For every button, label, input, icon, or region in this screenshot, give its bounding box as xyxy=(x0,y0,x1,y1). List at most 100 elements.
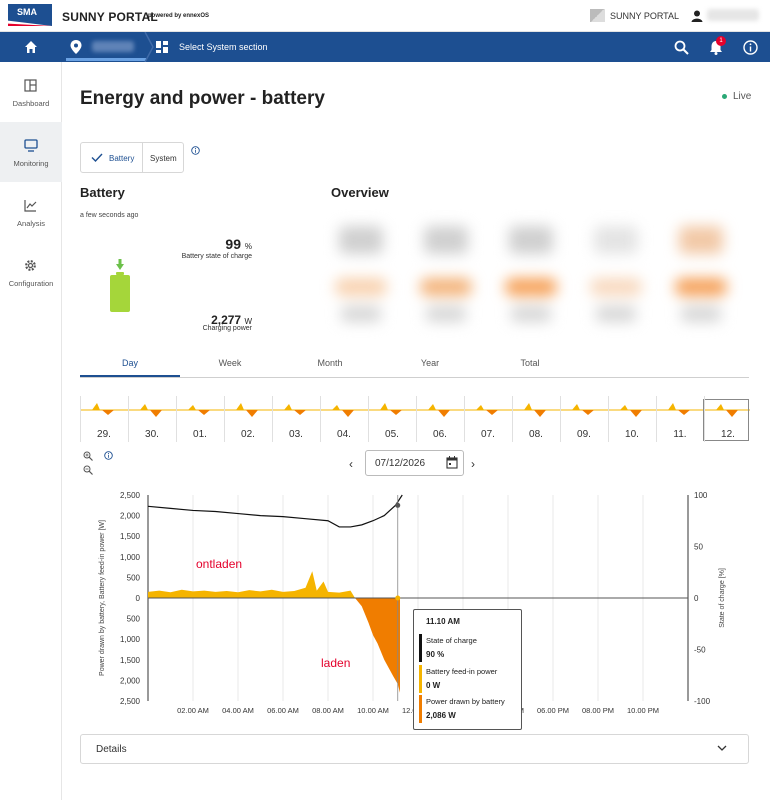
battery-updated-time: a few seconds ago xyxy=(80,212,139,219)
sparkline-feed-mark xyxy=(188,405,196,410)
day-strip-label[interactable]: 07. xyxy=(481,429,495,440)
user-icon[interactable] xyxy=(691,10,703,22)
live-label[interactable]: Live xyxy=(733,91,752,102)
sparkline-drawn-mark xyxy=(342,410,354,417)
sparkline-feed-mark xyxy=(620,405,628,410)
toggle-system-option[interactable]: System xyxy=(150,154,177,163)
day-strip-label[interactable]: 01. xyxy=(193,429,207,440)
y-tick-label: 2,000 xyxy=(120,512,141,521)
tab-day[interactable]: Day xyxy=(121,358,138,368)
sidebar-item-monitoring[interactable]: Monitoring xyxy=(0,122,62,182)
y-tick-label: 1,000 xyxy=(120,635,141,644)
sparkline-feed-mark xyxy=(140,404,148,410)
sidebar-item-dashboard[interactable]: Dashboard xyxy=(0,62,62,122)
day-strip-label[interactable]: 10. xyxy=(625,429,639,440)
day-strip: 29. 30. 01. 02. 03. 04. 05. 06. 07. 08. 09. 10. 11. 1… xyxy=(80,396,750,442)
info-icon[interactable] xyxy=(191,146,200,155)
live-indicator-dot xyxy=(722,94,727,99)
system-name-blurred[interactable] xyxy=(92,41,134,52)
chevron-down-icon[interactable] xyxy=(717,745,727,752)
day-strip-label[interactable]: 06. xyxy=(433,429,447,440)
tooltip-value: 90 % xyxy=(426,650,445,659)
sidebar-item-label: Configuration xyxy=(8,279,54,288)
date-picker-field[interactable]: 07/12/2026 xyxy=(365,450,464,476)
tab-active-underline xyxy=(80,375,180,377)
y-tick-label: 500 xyxy=(127,615,141,624)
toggle-battery-option[interactable]: Battery xyxy=(81,143,143,172)
select-section-link[interactable]: Select System section xyxy=(179,42,268,52)
info-icon[interactable] xyxy=(743,40,758,55)
zoom-in-icon[interactable] xyxy=(83,451,93,461)
sunny-portal-icon[interactable] xyxy=(590,9,605,22)
day-strip-separator xyxy=(128,396,129,442)
details-label: Details xyxy=(96,744,127,755)
day-strip-label[interactable]: 09. xyxy=(577,429,591,440)
sidebar-item-analysis[interactable]: Analysis xyxy=(0,182,62,242)
x-tick-label: 04.00 AM xyxy=(222,706,254,715)
y-tick-label: 2,500 xyxy=(120,697,141,706)
overview-column xyxy=(586,218,646,328)
dashboard-icon xyxy=(24,79,37,92)
home-icon[interactable] xyxy=(24,40,38,54)
day-strip-label[interactable]: 29. xyxy=(97,429,111,440)
day-strip-label[interactable]: 02. xyxy=(241,429,255,440)
battery-charging-icon xyxy=(110,259,130,312)
power-label: Charging power xyxy=(202,325,252,332)
day-strip-separator xyxy=(272,396,273,442)
series-soc-line xyxy=(147,494,403,528)
next-day-button[interactable]: › xyxy=(471,457,475,471)
tab-month[interactable]: Month xyxy=(317,358,343,368)
sparkline-feed-mark xyxy=(284,404,292,410)
day-strip-label[interactable]: 30. xyxy=(145,429,159,440)
day-strip-separator xyxy=(704,396,705,442)
day-strip-separator xyxy=(512,396,513,442)
nav-active-underline xyxy=(66,58,146,61)
day-strip-label[interactable]: 05. xyxy=(385,429,399,440)
y-tick-label: 1,500 xyxy=(120,656,141,665)
y-right-tick-label: 0 xyxy=(694,594,699,603)
details-accordion[interactable]: Details xyxy=(80,734,749,764)
soc-unit: % xyxy=(244,242,252,251)
checkmark-icon xyxy=(91,153,103,162)
zoom-out-icon[interactable] xyxy=(83,465,93,475)
sidebar: Dashboard Monitoring Analysis Configurat… xyxy=(0,62,62,800)
y-tick-label: 2,500 xyxy=(120,491,141,500)
section-grid-icon[interactable] xyxy=(156,41,168,53)
sparkline-drawn-mark xyxy=(438,410,450,417)
overview-column xyxy=(331,218,391,328)
period-tabs: Day Week Month Year Total xyxy=(80,353,749,378)
search-icon[interactable] xyxy=(674,40,689,55)
user-name-blurred[interactable] xyxy=(707,9,759,21)
soc-value-group: 99 % xyxy=(200,236,252,252)
day-strip-separator xyxy=(320,396,321,442)
tab-total[interactable]: Total xyxy=(520,358,540,368)
series-feed-in-area xyxy=(148,571,355,598)
tooltip-label: Battery feed-in power xyxy=(426,667,498,676)
y-axis-right-title: State of charge [%] xyxy=(719,568,726,628)
sparkline-feed-mark xyxy=(92,403,100,410)
brand-name: SUNNY PORTAL xyxy=(62,10,158,24)
day-strip-label[interactable]: 03. xyxy=(289,429,303,440)
tab-week[interactable]: Week xyxy=(218,358,242,368)
y-axis-left-title: Power drawn by battery, Battery feed-in … xyxy=(99,520,106,676)
sunny-portal-link[interactable]: SUNNY PORTAL xyxy=(610,11,680,21)
x-tick-label: 06.00 AM xyxy=(267,706,299,715)
tab-year[interactable]: Year xyxy=(420,358,440,368)
breadcrumb-separator-icon xyxy=(144,32,154,62)
day-strip-label[interactable]: 12. xyxy=(721,429,735,440)
top-bar: SMA SUNNY PORTAL powered by ennexOS SUNN… xyxy=(0,0,770,32)
series-drawn-area xyxy=(355,598,400,693)
day-strip-label[interactable]: 11. xyxy=(673,429,687,440)
previous-day-button[interactable]: ‹ xyxy=(349,457,353,471)
sparkline-drawn-mark xyxy=(726,410,738,417)
day-strip-label[interactable]: 04. xyxy=(337,429,351,440)
day-strip-label[interactable]: 08. xyxy=(529,429,543,440)
sma-logo[interactable]: SMA xyxy=(8,4,52,26)
tooltip-value: 2,086 W xyxy=(426,711,456,720)
sidebar-item-configuration[interactable]: Configuration xyxy=(0,242,62,302)
calendar-icon[interactable] xyxy=(446,456,458,469)
info-icon[interactable] xyxy=(104,451,113,460)
day-strip-separator xyxy=(368,396,369,442)
location-pin-icon[interactable] xyxy=(70,40,82,54)
monitor-icon xyxy=(24,139,38,152)
